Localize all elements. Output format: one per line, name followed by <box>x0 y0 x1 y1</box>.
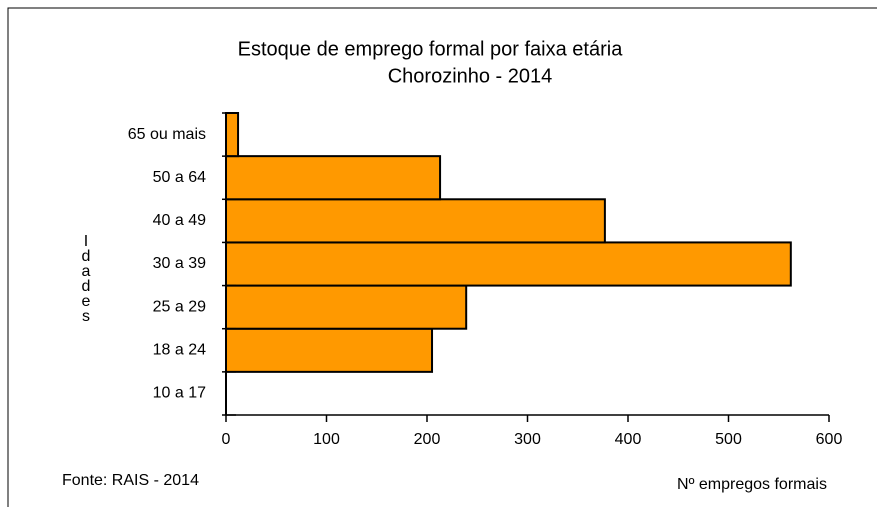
x-tick-label: 100 <box>313 431 340 448</box>
y-tick-label: 65 ou mais <box>128 126 206 143</box>
y-axis-label: Idades <box>81 233 91 325</box>
y-tick-label: 50 a 64 <box>153 169 206 186</box>
bar <box>225 155 442 201</box>
x-axis-label: Nº empregos formais <box>677 476 827 493</box>
frame <box>7 7 877 507</box>
x-tick-label: 200 <box>414 431 441 448</box>
x-tick-label: 300 <box>514 431 541 448</box>
y-tick-label: 18 a 24 <box>153 342 206 359</box>
x-tick-label: 600 <box>816 431 843 448</box>
bar <box>225 112 240 158</box>
source: Fonte: RAIS - 2014 <box>62 472 199 489</box>
y-tick-label: 10 a 17 <box>153 385 206 402</box>
bar <box>225 327 434 373</box>
chart-title: Estoque de emprego formal por faixa etár… <box>238 38 624 60</box>
x-tick-label: 500 <box>715 431 742 448</box>
bar <box>225 284 468 330</box>
chart-subtitle: Chorozinho - 2014 <box>388 65 553 87</box>
bar <box>225 241 792 287</box>
y-tick-label: 25 a 29 <box>153 298 206 315</box>
bar <box>225 198 606 244</box>
y-tick-label: 30 a 39 <box>153 255 206 272</box>
x-tick-label: 400 <box>615 431 642 448</box>
x-tick-label: 0 <box>222 431 231 448</box>
y-tick-label: 40 a 49 <box>153 212 206 229</box>
